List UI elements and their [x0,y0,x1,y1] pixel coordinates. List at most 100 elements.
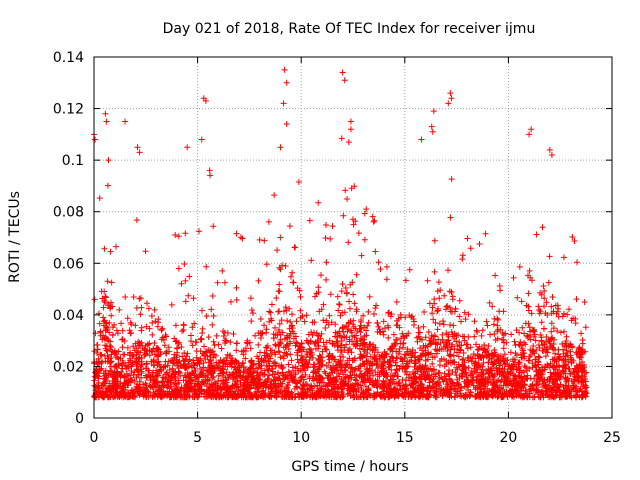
data-point [446,367,453,374]
data-point [307,338,314,345]
data-point [364,322,371,329]
data-point [575,348,582,355]
data-point [436,320,443,327]
data-point [357,329,364,336]
data-point [454,366,461,373]
data-point [475,373,482,380]
data-point [449,341,456,348]
data-point [434,347,441,354]
data-point [491,315,498,322]
data-point [337,353,344,360]
data-point [91,296,98,303]
data-point [361,361,368,368]
data-point [137,390,144,397]
data-point [319,361,326,368]
data-point [336,301,343,308]
data-point [223,385,230,392]
data-point [518,383,525,390]
data-point [157,393,164,400]
data-point [570,315,577,322]
data-point [341,77,348,84]
data-point [397,386,404,393]
data-point [220,360,227,367]
data-point [257,316,264,323]
data-point [363,206,370,213]
data-point [218,386,225,393]
data-point [160,364,167,371]
data-point [375,323,382,330]
data-point [456,346,463,353]
data-point [448,176,455,183]
data-point [213,332,220,339]
data-point [154,379,161,386]
data-point [202,372,209,379]
data-point [220,380,227,387]
data-point [522,320,529,327]
data-point [468,358,475,365]
data-point [461,309,468,316]
data-point [528,310,535,317]
data-point [254,353,261,360]
data-point [565,365,572,372]
data-point [102,367,109,374]
data-point [256,236,263,243]
data-point [447,351,454,358]
data-point [335,307,342,314]
data-point [281,66,288,73]
data-point [219,365,226,372]
data-point [394,367,401,374]
data-point [526,131,533,138]
data-point [108,279,115,286]
data-point [510,390,517,397]
data-point [433,387,440,394]
data-point [577,361,584,368]
data-point [361,324,368,331]
data-point [301,318,308,325]
data-point [103,326,110,333]
data-point [188,338,195,345]
data-point [240,347,247,354]
data-point [286,379,293,386]
data-point [410,315,417,322]
data-point [465,311,472,318]
data-point [214,364,221,371]
data-point [273,294,280,301]
data-point [179,328,186,335]
data-point [485,378,492,385]
data-point [275,376,282,383]
data-point [314,332,321,339]
data-point [197,336,204,343]
data-point [210,223,217,230]
data-point [370,341,377,348]
data-point [289,322,296,329]
data-point [289,269,296,276]
data-point [222,376,229,383]
data-point [578,330,585,337]
data-point [387,313,394,320]
data-point [406,390,413,397]
data-point [432,319,439,326]
data-point [238,392,245,399]
data-point [490,388,497,395]
data-point [543,344,550,351]
data-point [312,370,319,377]
data-point [573,392,580,399]
data-point [431,354,438,361]
data-point [559,313,566,320]
data-point [380,331,387,338]
data-point [138,358,145,365]
data-point [511,383,518,390]
data-point [392,393,399,400]
data-point [376,373,383,380]
data-point [105,355,112,362]
data-point [185,292,192,299]
data-point [552,377,559,384]
data-point [450,352,457,359]
data-point [430,108,437,115]
data-point [252,365,259,372]
data-point [145,388,152,395]
data-point [501,351,508,358]
data-point [516,329,523,336]
data-point [221,279,228,286]
